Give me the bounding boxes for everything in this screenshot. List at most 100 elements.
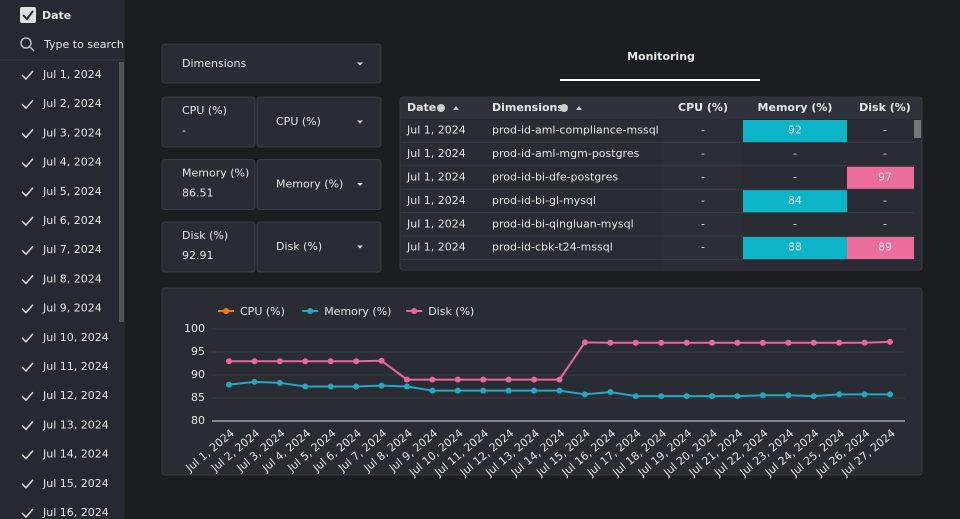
data-point xyxy=(836,339,843,346)
dropdown-label: Memory (%) xyxy=(276,178,343,191)
filter-item[interactable]: Jul 7, 2024 xyxy=(42,243,102,256)
page-bg-cover xyxy=(400,271,923,281)
metric-dropdown[interactable] xyxy=(256,221,382,273)
data-point xyxy=(251,358,258,365)
column-header[interactable]: Date xyxy=(407,101,436,114)
data-point xyxy=(759,392,766,399)
item-check[interactable] xyxy=(21,391,34,402)
data-point xyxy=(353,358,360,365)
column-header[interactable]: Disk (%) xyxy=(859,101,911,114)
filter-item[interactable]: Jul 1, 2024 xyxy=(42,68,102,81)
data-point xyxy=(658,339,665,346)
legend-marker xyxy=(307,308,314,314)
item-check[interactable] xyxy=(21,187,34,197)
info-icon xyxy=(437,104,445,112)
legend-marker xyxy=(411,308,418,314)
metric-dropdown[interactable] xyxy=(256,96,382,148)
filter-item[interactable]: Jul 12, 2024 xyxy=(42,389,109,402)
data-point xyxy=(759,339,766,346)
filter-item[interactable]: Jul 10, 2024 xyxy=(42,331,109,344)
filter-item[interactable]: Jul 4, 2024 xyxy=(42,156,102,169)
item-check[interactable] xyxy=(21,216,34,227)
data-point xyxy=(276,358,283,365)
data-point xyxy=(531,387,538,394)
filter-item[interactable]: Jul 11, 2024 xyxy=(42,360,109,373)
data-point xyxy=(861,391,868,398)
data-point xyxy=(556,387,563,394)
search-input[interactable]: Type to search xyxy=(43,38,124,51)
table-cell: - xyxy=(793,171,797,184)
filter-item[interactable]: Jul 9, 2024 xyxy=(42,302,102,315)
item-check[interactable] xyxy=(21,70,34,81)
data-point xyxy=(226,358,232,365)
dropdown-label: CPU (%) xyxy=(276,115,321,128)
data-point xyxy=(683,339,690,346)
filter-item[interactable]: Jul 5, 2024 xyxy=(42,185,102,198)
table-cell: - xyxy=(883,147,887,160)
column-header[interactable]: Dimensions xyxy=(492,101,564,114)
y-tick-label: 90 xyxy=(191,368,205,381)
data-point xyxy=(607,389,614,396)
scorecard-label: Disk (%) xyxy=(182,229,228,242)
chart-panel xyxy=(161,287,923,476)
filter-item[interactable]: Jul 15, 2024 xyxy=(42,477,109,490)
column-header[interactable]: CPU (%) xyxy=(678,101,728,114)
filter-item[interactable]: Jul 8, 2024 xyxy=(42,272,102,285)
item-check[interactable] xyxy=(21,450,34,460)
item-check[interactable] xyxy=(21,128,34,139)
filter-item[interactable]: Jul 14, 2024 xyxy=(42,448,109,461)
item-check[interactable] xyxy=(21,99,34,110)
legend-entry[interactable]: Disk (%) xyxy=(428,305,474,318)
metric-dropdown[interactable] xyxy=(256,159,382,210)
data-point xyxy=(531,376,538,383)
data-point xyxy=(734,339,741,346)
dropdown-caret xyxy=(357,120,363,124)
data-point xyxy=(505,376,512,383)
item-check[interactable] xyxy=(21,333,34,343)
filter-item[interactable]: Jul 3, 2024 xyxy=(42,126,102,139)
select-all-checkbox[interactable] xyxy=(20,7,36,23)
filter-item[interactable]: Jul 6, 2024 xyxy=(42,214,102,227)
item-check[interactable] xyxy=(21,362,34,373)
cell-highlight xyxy=(743,237,847,259)
table-cell: Jul 1, 2024 xyxy=(406,124,466,137)
table-cell: Jul 1, 2024 xyxy=(406,194,466,207)
dimensions-dropdown[interactable] xyxy=(161,43,382,84)
y-tick-label: 80 xyxy=(191,414,205,427)
legend-entry[interactable]: CPU (%) xyxy=(240,305,285,318)
table-cell: - xyxy=(793,147,797,160)
item-check[interactable] xyxy=(21,274,34,285)
legend-entry[interactable]: Memory (%) xyxy=(324,305,391,318)
item-check[interactable] xyxy=(21,158,34,168)
data-point xyxy=(276,379,283,386)
item-check[interactable] xyxy=(21,304,34,314)
table-cell: - xyxy=(701,171,705,184)
table-cell: 92 xyxy=(788,124,802,137)
filter-item[interactable]: Jul 16, 2024 xyxy=(42,506,109,519)
sort-icon[interactable] xyxy=(453,106,459,110)
data-point xyxy=(480,376,487,383)
data-point xyxy=(302,358,309,365)
data-point xyxy=(429,376,436,383)
item-check[interactable] xyxy=(21,420,34,431)
filter-item[interactable]: Jul 13, 2024 xyxy=(42,418,109,431)
filter-item[interactable]: Jul 2, 2024 xyxy=(42,97,102,110)
data-point xyxy=(709,339,716,346)
column-header[interactable]: Memory (%) xyxy=(758,101,833,114)
item-check[interactable] xyxy=(21,479,34,489)
data-point xyxy=(403,383,410,390)
table-cell: prod-id-cbk-t24-mssql xyxy=(492,241,613,254)
table-cell: Jul 1, 2024 xyxy=(406,147,466,160)
data-point xyxy=(785,392,792,399)
table-cell: prod-id-aml-compliance-mssql xyxy=(492,124,659,137)
data-point xyxy=(632,393,639,400)
item-check[interactable] xyxy=(21,245,34,256)
item-check[interactable] xyxy=(21,508,34,519)
search-icon-handle xyxy=(29,46,35,52)
table-cell: prod-id-aml-mgm-postgres xyxy=(492,147,640,160)
scorecard-value: 86.51 xyxy=(182,187,214,200)
sort-icon[interactable] xyxy=(576,106,582,110)
table-cell: 97 xyxy=(878,171,892,184)
table-cell: - xyxy=(793,217,797,230)
table-cell: Jul 1, 2024 xyxy=(406,241,466,254)
